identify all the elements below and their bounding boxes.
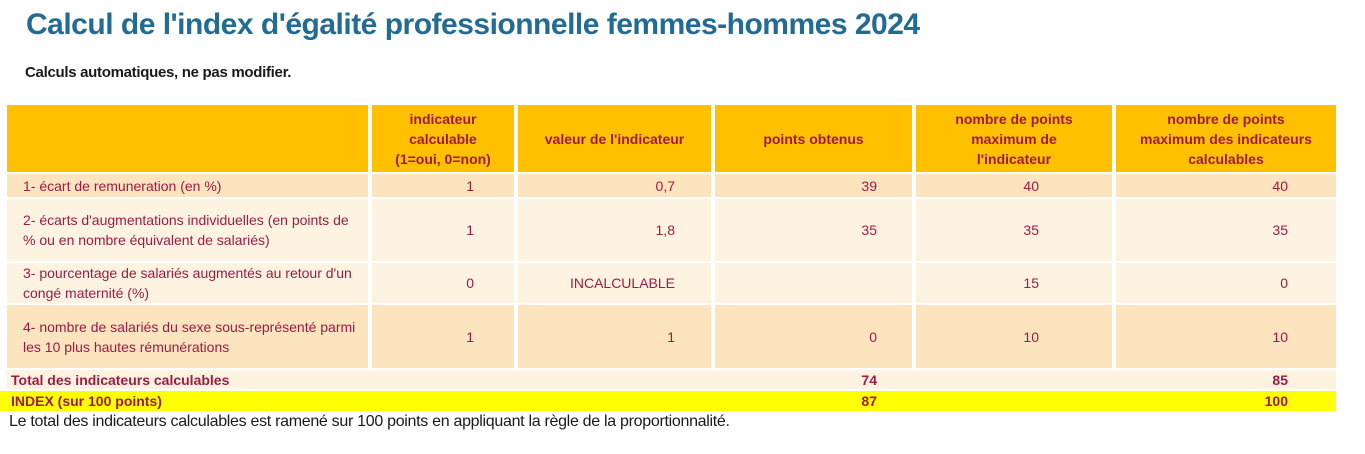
- row2-points[interactable]: 35: [715, 199, 912, 261]
- row3-valeur[interactable]: INCALCULABLE: [518, 263, 711, 303]
- row1-calculable[interactable]: 1: [372, 174, 514, 197]
- header-points-obtenus[interactable]: points obtenus: [715, 105, 912, 172]
- row3-max-indicateur[interactable]: 15: [916, 263, 1112, 303]
- index-points[interactable]: 87: [861, 393, 877, 409]
- total-row: Total des indicateurs calculables 74 85: [7, 370, 1336, 389]
- row1-label[interactable]: 1- écart de remuneration (en %): [7, 174, 368, 197]
- header-valeur-indicateur[interactable]: valeur de l'indicateur: [518, 105, 711, 172]
- row2-label[interactable]: 2- écarts d'augmentations individuelles …: [7, 199, 368, 261]
- row4-max-calculables[interactable]: 10: [1116, 305, 1336, 368]
- row3-points[interactable]: [715, 263, 912, 303]
- row1-max-indicateur[interactable]: 40: [916, 174, 1112, 197]
- header-indicateur-calculable[interactable]: indicateur calculable (1=oui, 0=non): [372, 105, 514, 172]
- subtitle-note: Calculs automatiques, ne pas modifier.: [25, 64, 292, 81]
- row2-calculable[interactable]: 1: [372, 199, 514, 261]
- row1-valeur[interactable]: 0,7: [518, 174, 711, 197]
- row3-label[interactable]: 3- pourcentage de salariés augmentés au …: [7, 263, 368, 303]
- row1-max-calculables[interactable]: 40: [1116, 174, 1336, 197]
- footnote: Le total des indicateurs calculables est…: [9, 413, 730, 430]
- index-label[interactable]: INDEX (sur 100 points): [11, 393, 162, 409]
- row4-valeur[interactable]: 1: [518, 305, 711, 368]
- page-title: Calcul de l'index d'égalité professionne…: [26, 8, 920, 41]
- index-table: indicateur calculable (1=oui, 0=non) val…: [0, 105, 1336, 411]
- header-max-calculables[interactable]: nombre de points maximum des indicateurs…: [1116, 105, 1336, 172]
- row4-label[interactable]: 4- nombre de salariés du sexe sous-repré…: [7, 305, 368, 368]
- index-max-calculables[interactable]: 100: [1264, 393, 1288, 409]
- header-max-indicateur[interactable]: nombre de points maximum de l'indicateur: [916, 105, 1112, 172]
- row3-calculable[interactable]: 0: [372, 263, 514, 303]
- row4-points[interactable]: 0: [715, 305, 912, 368]
- total-max-calculables[interactable]: 85: [1272, 372, 1288, 388]
- total-label[interactable]: Total des indicateurs calculables: [11, 372, 230, 388]
- row3-max-calculables[interactable]: 0: [1116, 263, 1336, 303]
- header-indicator-blank[interactable]: [7, 105, 368, 172]
- row2-max-indicateur[interactable]: 35: [916, 199, 1112, 261]
- total-points[interactable]: 74: [861, 372, 877, 388]
- row4-max-indicateur[interactable]: 10: [916, 305, 1112, 368]
- row2-valeur[interactable]: 1,8: [518, 199, 711, 261]
- row2-max-calculables[interactable]: 35: [1116, 199, 1336, 261]
- row4-calculable[interactable]: 1: [372, 305, 514, 368]
- index-row: INDEX (sur 100 points) 87 100: [0, 391, 1336, 411]
- row1-points[interactable]: 39: [715, 174, 912, 197]
